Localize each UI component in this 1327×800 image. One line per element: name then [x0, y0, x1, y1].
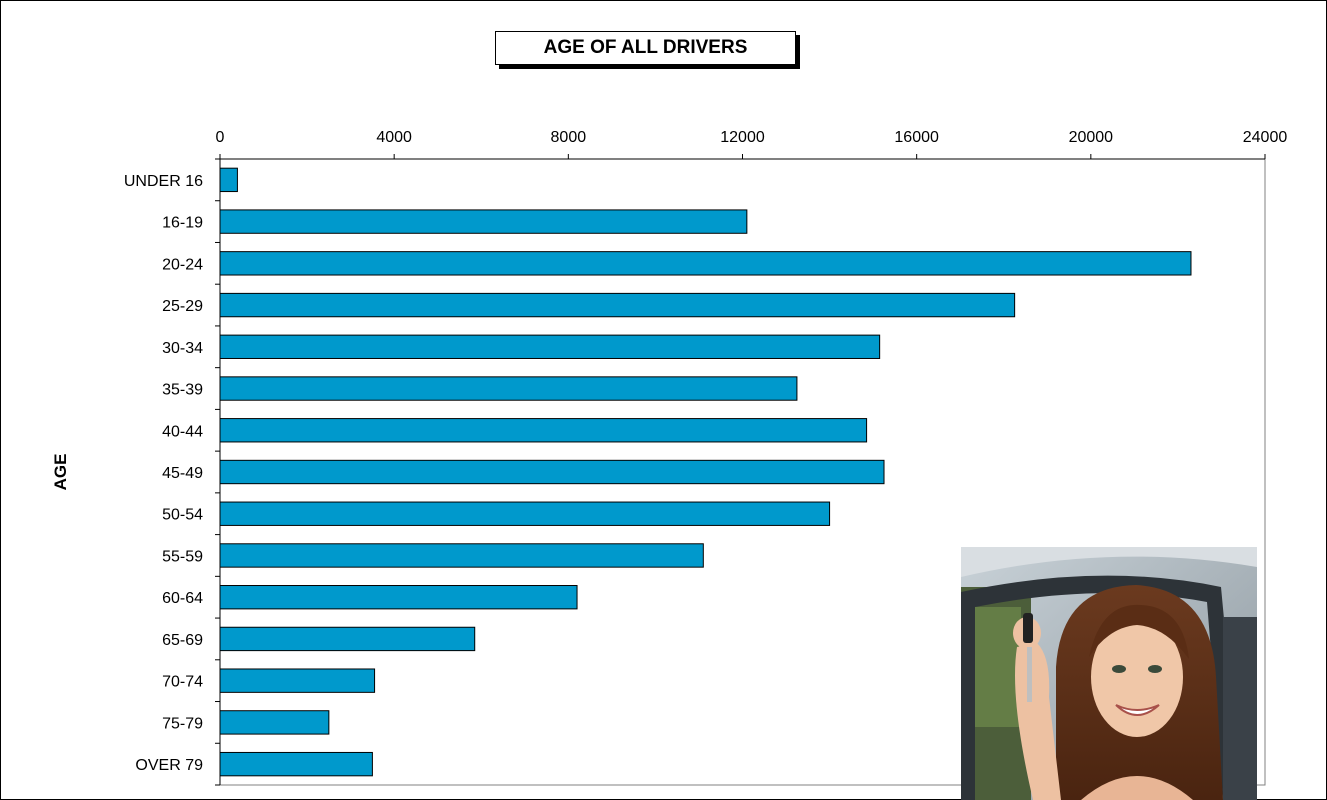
y-tick-label: 75-79	[162, 715, 203, 732]
bar	[219, 501, 831, 526]
y-axis-title: AGE	[51, 454, 70, 491]
x-tick-label: 8000	[551, 129, 587, 146]
bar	[219, 418, 868, 443]
bar	[219, 543, 704, 568]
y-tick-label: 45-49	[162, 465, 203, 482]
chart-title-box: AGE OF ALL DRIVERS	[495, 31, 800, 69]
teen-driver-photo-icon	[961, 547, 1257, 800]
bar	[219, 668, 376, 693]
bar	[219, 292, 1016, 318]
bar	[219, 251, 1192, 276]
bar	[219, 751, 373, 777]
y-tick-label: OVER 79	[135, 757, 203, 774]
y-tick-label: 16-19	[162, 215, 203, 232]
bar	[219, 710, 330, 735]
x-tick-label: 4000	[376, 129, 412, 146]
bar	[219, 585, 578, 610]
y-tick-label: 60-64	[162, 590, 203, 607]
y-tick-label: 55-59	[162, 548, 203, 565]
chart-title: AGE OF ALL DRIVERS	[495, 31, 796, 65]
bar	[219, 209, 748, 234]
x-tick-label: 0	[216, 129, 225, 146]
y-tick-label: 25-29	[162, 298, 203, 315]
y-tick-label: 70-74	[162, 674, 203, 691]
y-tick-label: 35-39	[162, 382, 203, 399]
bar	[219, 459, 885, 485]
x-tick-label: 16000	[894, 129, 939, 146]
bar	[219, 376, 798, 401]
x-tick-label: 24000	[1243, 129, 1288, 146]
y-tick-label: 20-24	[162, 256, 203, 273]
driver-photo	[961, 547, 1257, 800]
bar	[219, 334, 881, 359]
y-tick-label: 65-69	[162, 632, 203, 649]
x-tick-label: 20000	[1069, 129, 1114, 146]
y-tick-label: 50-54	[162, 507, 203, 524]
bar	[219, 626, 476, 652]
y-tick-label: 30-34	[162, 340, 203, 357]
x-tick-label: 12000	[720, 129, 765, 146]
y-tick-label: 40-44	[162, 423, 203, 440]
y-tick-label: UNDER 16	[124, 173, 203, 190]
bar	[219, 167, 238, 193]
